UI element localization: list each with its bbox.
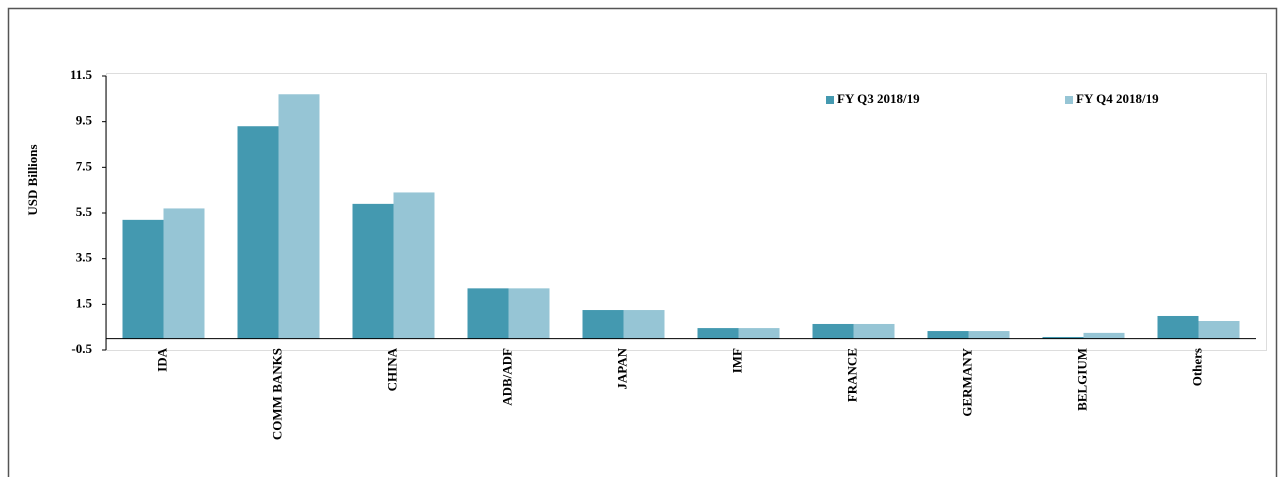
bar	[623, 310, 665, 339]
bar	[237, 126, 279, 339]
bar	[927, 331, 969, 339]
bar	[853, 323, 895, 339]
bar	[697, 328, 739, 339]
x-tick-label: ADB/ADF	[499, 348, 514, 406]
x-tick-label: Others	[1189, 348, 1204, 386]
bar	[278, 94, 320, 339]
bar	[467, 288, 509, 339]
x-tick-label: COMM BANKS	[269, 348, 284, 440]
bar	[1198, 321, 1240, 339]
x-tick-label: CHINA	[384, 347, 399, 391]
bar	[393, 192, 435, 339]
y-tick-label: 3.5	[76, 250, 93, 265]
x-tick-label: FRANCE	[844, 348, 859, 402]
y-tick-label: 9.5	[76, 113, 93, 128]
legend-label: FY Q4 2018/19	[1076, 91, 1159, 106]
legend-swatch	[826, 96, 834, 104]
bar	[163, 208, 205, 339]
frame	[7, 7, 1278, 477]
x-tick-label: GERMANY	[959, 347, 974, 416]
y-tick-label: 5.5	[76, 204, 93, 219]
legend-label: FY Q3 2018/19	[837, 91, 920, 106]
bar	[738, 328, 780, 339]
bar	[812, 323, 854, 339]
bar	[1083, 332, 1125, 339]
x-tick-label: IMF	[729, 348, 744, 373]
bar	[968, 331, 1010, 339]
y-tick-label: 7.5	[76, 158, 93, 173]
y-axis-label: USD Billions	[25, 144, 40, 215]
y-tick-label: -0.5	[71, 341, 92, 356]
x-tick-label: IDA	[154, 347, 169, 371]
y-tick-label: 11.5	[70, 67, 93, 82]
bar	[1042, 336, 1084, 339]
bar	[1157, 315, 1199, 339]
y-tick-label: 1.5	[76, 295, 93, 310]
bar	[582, 310, 624, 339]
legend-swatch	[1065, 96, 1073, 104]
bar	[122, 219, 164, 339]
bar	[508, 288, 550, 339]
x-tick-label: JAPAN	[614, 347, 629, 389]
x-tick-label: BELGIUM	[1074, 348, 1089, 411]
bar	[352, 203, 394, 339]
